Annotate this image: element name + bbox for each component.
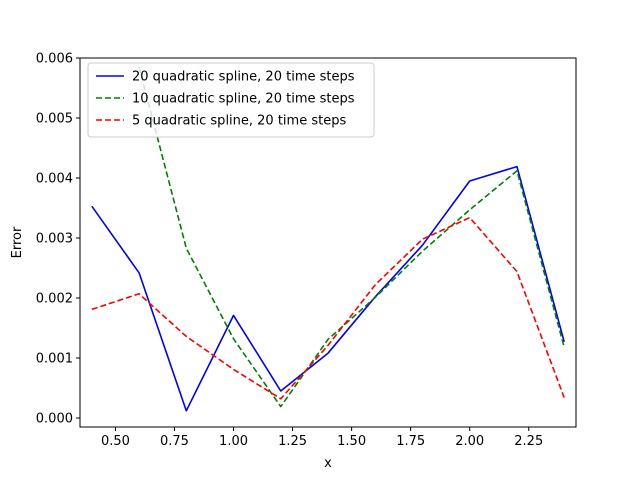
x-tick-label: 1.00 (219, 434, 248, 449)
y-axis-label: Error (10, 226, 25, 258)
series-line-2 (138, 66, 565, 408)
x-tick-label: 1.75 (396, 434, 425, 449)
series-layer (91, 66, 565, 412)
y-tick-label: 0.000 (36, 412, 73, 427)
x-tick-label: 1.50 (337, 434, 366, 449)
legend-label: 10 quadratic spline, 20 time steps (132, 92, 355, 107)
y-tick-label: 0.003 (36, 232, 73, 247)
x-tick-label: 2.00 (455, 434, 484, 449)
y-tick-label: 0.004 (36, 172, 73, 187)
series-line-3 (91, 216, 565, 400)
x-axis: 0.50 0.75 1.00 1.25 1.50 1.75 2.00 2.25 (101, 427, 543, 449)
y-tick-label: 0.001 (36, 352, 73, 367)
y-tick-label: 0.005 (36, 112, 73, 127)
legend-box (87, 62, 375, 138)
y-axis: 0.000 0.001 0.002 0.003 0.004 0.005 0.006 (36, 52, 80, 427)
x-tick-label: 0.75 (160, 434, 189, 449)
legend-label: 20 quadratic spline, 20 time steps (132, 70, 355, 85)
legend-label: 5 quadratic spline, 20 time steps (132, 114, 346, 129)
y-tick-label: 0.002 (36, 292, 73, 307)
plot-frame (79, 57, 577, 428)
x-tick-label: 2.25 (514, 434, 543, 449)
x-tick-label: 0.50 (101, 434, 130, 449)
legend: 20 quadratic spline, 20 time steps 10 qua… (87, 62, 375, 138)
x-tick-label: 1.25 (278, 434, 307, 449)
y-tick-label: 0.006 (36, 52, 73, 67)
x-axis-label: x (324, 456, 332, 471)
series-line-1 (91, 165, 565, 412)
